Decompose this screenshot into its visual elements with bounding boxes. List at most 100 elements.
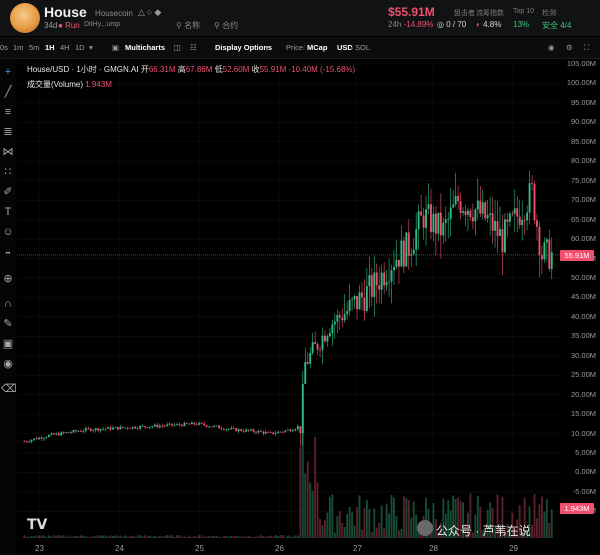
candle-body <box>494 221 497 231</box>
candle-body <box>405 232 408 267</box>
low-label: 低 <box>214 65 223 74</box>
volume-bar <box>526 531 529 538</box>
candlestick-chart[interactable] <box>17 60 560 538</box>
candle-body <box>383 272 386 286</box>
candle-body <box>373 272 376 297</box>
last-price-tag: 55.91M <box>560 250 594 261</box>
volume-bar <box>412 501 415 538</box>
volume-bar <box>363 507 366 538</box>
chart-grid <box>17 60 560 538</box>
trend-line-icon[interactable]: ╱ <box>4 86 12 98</box>
mcap-toggle[interactable]: MCap <box>307 43 328 52</box>
brush-icon[interactable]: ✐ <box>3 186 13 198</box>
display-options-dropdown-icon[interactable]: ▾ <box>265 43 269 52</box>
volume-bar <box>153 536 156 538</box>
interval-4h[interactable]: 4H <box>60 43 70 52</box>
candle-body <box>301 383 304 434</box>
camera-icon[interactable]: ◉ <box>548 43 555 52</box>
indicators-icon[interactable]: ☷ <box>190 43 197 52</box>
fullscreen-icon[interactable]: ⛶ <box>584 43 590 52</box>
volume-bar <box>282 535 285 538</box>
candle-body <box>109 427 112 430</box>
zoom-in-icon[interactable]: ⊕ <box>3 273 13 285</box>
y-tick-label: 25.00M <box>570 370 596 380</box>
candle-body <box>158 425 161 428</box>
volume-bar <box>220 536 223 538</box>
candle-body <box>185 422 188 424</box>
candle-body <box>156 424 159 428</box>
candle-body <box>508 213 511 222</box>
interval-5m[interactable]: 5m <box>29 43 40 52</box>
candle-body <box>499 229 501 236</box>
candle-body <box>412 249 415 255</box>
usd-toggle[interactable]: USD <box>337 43 353 52</box>
interval-1h[interactable]: 1H <box>45 43 55 52</box>
volume-bar <box>474 514 477 538</box>
compare-icon[interactable]: ◫ <box>174 43 182 52</box>
volume-bar <box>129 535 132 538</box>
candle-body <box>309 352 312 364</box>
volume-bar <box>311 490 314 538</box>
candle-body <box>425 209 427 228</box>
volume-bar <box>45 536 48 538</box>
trash-icon[interactable]: ⌫ <box>1 383 17 395</box>
volume-bar <box>299 447 302 538</box>
search-name-button[interactable]: ⚲ 名称 <box>176 21 201 30</box>
fib-icon[interactable]: ≣ <box>3 126 13 138</box>
candle-body <box>471 217 474 222</box>
interval-0s[interactable]: 0s <box>0 43 8 52</box>
interval-1m[interactable]: 1m <box>13 43 24 52</box>
high-label: 高 <box>177 65 186 74</box>
candle-body <box>545 239 548 243</box>
multicharts-button[interactable]: Multicharts <box>125 43 166 52</box>
volume-bar <box>528 506 531 538</box>
projection-icon[interactable]: ∷ <box>4 166 12 178</box>
volume-bar <box>432 502 435 538</box>
display-options-button[interactable]: Display Options <box>215 43 273 52</box>
candle-body <box>390 270 393 282</box>
fire-icon[interactable]: △ <box>138 7 147 17</box>
time-axis[interactable]: 23 24 25 26 27 28 29 <box>17 540 560 555</box>
lock-icon[interactable]: ▣ <box>2 338 14 350</box>
stat-value-check[interactable]: 安全 4/4 <box>542 21 572 30</box>
candle-body <box>161 425 164 427</box>
price-toggle[interactable]: Price <box>286 43 304 52</box>
volume-bar <box>146 536 149 538</box>
candle-body <box>168 423 171 425</box>
magnet-icon[interactable]: ∩ <box>4 298 12 310</box>
volume-bar <box>156 536 159 538</box>
sol-toggle[interactable]: SOL <box>355 43 371 52</box>
open-value: 66.31M <box>148 65 176 74</box>
candle-body <box>395 259 398 267</box>
pattern-icon[interactable]: ⋈ <box>2 146 14 158</box>
emoji-icon[interactable]: ☺ <box>2 226 14 238</box>
candle-body <box>363 297 366 311</box>
search-contract-button[interactable]: ⚲ 合约 <box>214 21 239 30</box>
settings-icon[interactable]: ⚙ <box>566 43 573 52</box>
social-icons[interactable]: △○◆ <box>138 7 163 18</box>
volume-bar <box>171 535 174 538</box>
interval-dropdown-icon[interactable]: ▾ <box>89 43 93 52</box>
text-icon[interactable]: T <box>4 206 12 218</box>
link-icon[interactable]: ○ <box>146 7 155 17</box>
twitter-icon[interactable]: ◆ <box>154 7 164 17</box>
horizontal-lines-icon[interactable]: ≡ <box>4 106 12 118</box>
volume-bar <box>462 502 464 538</box>
candle-body <box>173 424 176 426</box>
y-tick-label: 85.00M <box>570 136 596 146</box>
candle-body <box>38 437 40 440</box>
crosshair-icon[interactable]: + <box>4 66 12 78</box>
price-axis[interactable]: 105.00M 100.00M 95.00M 90.00M 85.00M 80.00M 75… <box>560 59 600 538</box>
eye-icon[interactable]: ◉ <box>3 358 13 370</box>
stay-drawing-icon[interactable]: ✎ <box>3 318 13 330</box>
contract-address[interactable]: DitHy...ump <box>84 21 121 28</box>
volume-bar <box>291 536 294 538</box>
open-label: 开 <box>140 65 149 74</box>
stat-label-top10: Top 10 <box>513 8 535 15</box>
volume-bar <box>274 535 277 538</box>
interval-1d[interactable]: 1D <box>75 43 85 52</box>
volume-bar <box>158 536 161 538</box>
multicharts-icon[interactable]: ▣ <box>112 43 120 52</box>
ruler-icon[interactable]: ⎴ <box>5 253 11 265</box>
candle-body <box>75 430 77 432</box>
